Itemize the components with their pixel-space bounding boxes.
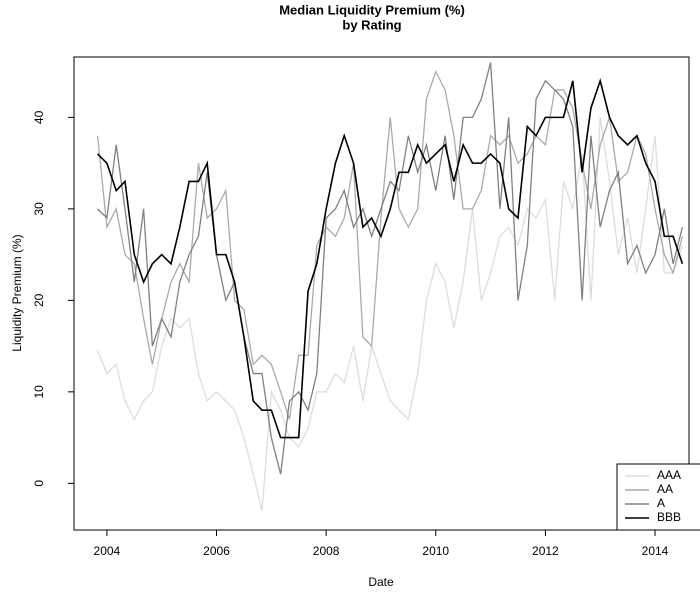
x-tick-label: 2004 xyxy=(94,544,121,558)
chart-subtitle: by Rating xyxy=(342,17,401,32)
x-axis-label: Date xyxy=(368,575,394,589)
series-line xyxy=(97,77,684,439)
x-tick-label: 2006 xyxy=(203,544,230,558)
y-tick-label: 40 xyxy=(32,110,46,124)
x-tick-label: 2008 xyxy=(313,544,340,558)
y-tick-label: 10 xyxy=(32,385,46,399)
y-tick-label: 0 xyxy=(32,480,46,487)
legend-label: BBB xyxy=(657,510,681,524)
legend-box xyxy=(616,463,700,531)
chart-title: Median Liquidity Premium (%) xyxy=(279,2,465,17)
x-tick-label: 2014 xyxy=(642,544,669,558)
series-line xyxy=(96,117,684,511)
legend-label: AA xyxy=(657,482,673,496)
x-tick-label: 2012 xyxy=(532,544,559,558)
series-line xyxy=(97,62,684,475)
legend-label: A xyxy=(657,496,665,510)
series-line xyxy=(96,69,684,420)
y-tick-label: 20 xyxy=(32,293,46,307)
y-tick-label: 30 xyxy=(32,202,46,216)
legend-label: AAA xyxy=(657,468,681,482)
plot-frame xyxy=(73,56,690,531)
y-axis-label: Liquidity Premium (%) xyxy=(10,234,24,351)
x-tick-label: 2010 xyxy=(422,544,449,558)
